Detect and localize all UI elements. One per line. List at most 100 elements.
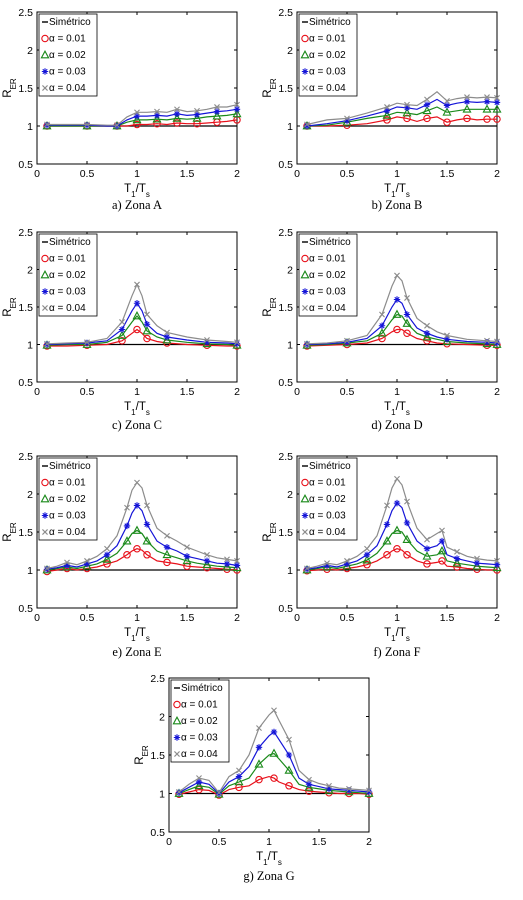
data-point xyxy=(143,551,151,559)
data-point xyxy=(392,525,402,534)
data-point xyxy=(384,502,390,509)
series-line xyxy=(307,116,497,127)
data-point xyxy=(345,787,353,794)
y-tick-label: 2 xyxy=(27,45,33,57)
y-tick-label: 2 xyxy=(27,265,33,277)
data-point xyxy=(224,556,230,563)
panel-caption: d) Zona D xyxy=(371,418,422,432)
data-point xyxy=(144,502,150,509)
data-point xyxy=(325,785,333,793)
legend-swatch xyxy=(301,512,309,519)
data-point xyxy=(483,115,491,123)
legend-swatch xyxy=(173,734,181,741)
y-tick-label: 1 xyxy=(287,565,293,577)
legend-label: α = 0.03 xyxy=(309,511,346,522)
data-point xyxy=(402,108,412,117)
data-point xyxy=(322,562,332,571)
series-line xyxy=(47,328,237,347)
legend-label: α = 0.02 xyxy=(49,270,86,281)
legend-swatch xyxy=(172,716,182,725)
data-point xyxy=(422,332,432,341)
legend-label: α = 0.04 xyxy=(309,83,346,94)
x-tick-label: 1.5 xyxy=(440,612,455,624)
legend-label: Simétrico xyxy=(49,17,91,28)
y-axis-label: RER xyxy=(134,745,150,765)
x-tick-label: 1.5 xyxy=(440,168,455,180)
data-point xyxy=(124,504,130,511)
data-point xyxy=(162,549,172,559)
data-point xyxy=(174,106,180,113)
series-line xyxy=(306,529,498,571)
y-tick-label: 1.5 xyxy=(18,302,33,314)
x-tick-label: 1.5 xyxy=(312,836,327,848)
x-tick-label: 2 xyxy=(494,168,500,180)
y-tick-label: 1.5 xyxy=(18,83,33,95)
legend-label: α = 0.01 xyxy=(49,478,86,489)
legend-swatch xyxy=(302,305,308,311)
data-point xyxy=(114,122,120,129)
data-point xyxy=(344,557,350,564)
data-point xyxy=(183,562,191,570)
data-point xyxy=(195,785,203,794)
data-point xyxy=(402,534,412,543)
data-point xyxy=(403,329,411,337)
data-point xyxy=(473,559,481,567)
data-point xyxy=(133,544,141,553)
data-point xyxy=(463,98,471,105)
data-point xyxy=(203,557,211,565)
data-point xyxy=(366,787,372,794)
data-point xyxy=(256,725,262,731)
x-tick-label: 1 xyxy=(266,836,272,848)
data-point xyxy=(305,787,313,795)
panel-caption: f) Zona F xyxy=(373,645,420,659)
data-point xyxy=(202,559,212,569)
legend-label: α = 0.01 xyxy=(309,34,346,45)
data-point xyxy=(493,115,501,123)
legend-label: α = 0.04 xyxy=(309,527,346,538)
data-point xyxy=(365,788,373,796)
x-tick-label: 0.5 xyxy=(340,168,355,180)
data-point xyxy=(213,108,221,115)
legend-swatch xyxy=(301,288,309,295)
x-tick-label: 1.5 xyxy=(440,386,455,398)
legend-label: Simétrico xyxy=(49,461,91,472)
data-point xyxy=(437,546,447,555)
data-point xyxy=(493,99,501,106)
data-point xyxy=(163,333,171,341)
data-point xyxy=(103,560,111,568)
y-tick-label: 2 xyxy=(27,489,33,501)
data-point xyxy=(343,339,351,346)
data-point xyxy=(84,121,90,128)
data-point xyxy=(216,789,222,796)
series-line xyxy=(306,274,498,345)
data-point xyxy=(133,300,141,307)
y-tick-label: 0.5 xyxy=(18,603,33,615)
data-point xyxy=(184,544,190,551)
legend-swatch xyxy=(300,494,310,503)
series-line xyxy=(306,502,498,570)
data-point xyxy=(343,117,351,124)
data-point xyxy=(404,498,410,505)
x-tick-label: 0.5 xyxy=(80,386,95,398)
y-tick-label: 2.5 xyxy=(150,673,165,685)
data-point xyxy=(343,560,351,568)
legend-box xyxy=(38,457,98,541)
data-point xyxy=(233,340,241,347)
legend-swatch xyxy=(40,270,50,279)
data-point xyxy=(423,545,431,552)
data-point xyxy=(392,309,402,318)
data-point xyxy=(463,114,471,123)
data-point xyxy=(204,551,210,558)
data-point xyxy=(394,272,400,279)
legend-box xyxy=(38,233,98,317)
data-point xyxy=(346,785,352,792)
data-point xyxy=(234,101,240,108)
x-axis-label: T1/Ts xyxy=(124,401,150,417)
data-point xyxy=(232,108,242,118)
series-line xyxy=(178,775,370,796)
x-tick-label: 0.5 xyxy=(80,612,95,624)
data-point xyxy=(344,115,350,122)
y-tick-label: 2.5 xyxy=(278,451,293,463)
data-point xyxy=(382,110,392,119)
data-point xyxy=(143,334,151,343)
